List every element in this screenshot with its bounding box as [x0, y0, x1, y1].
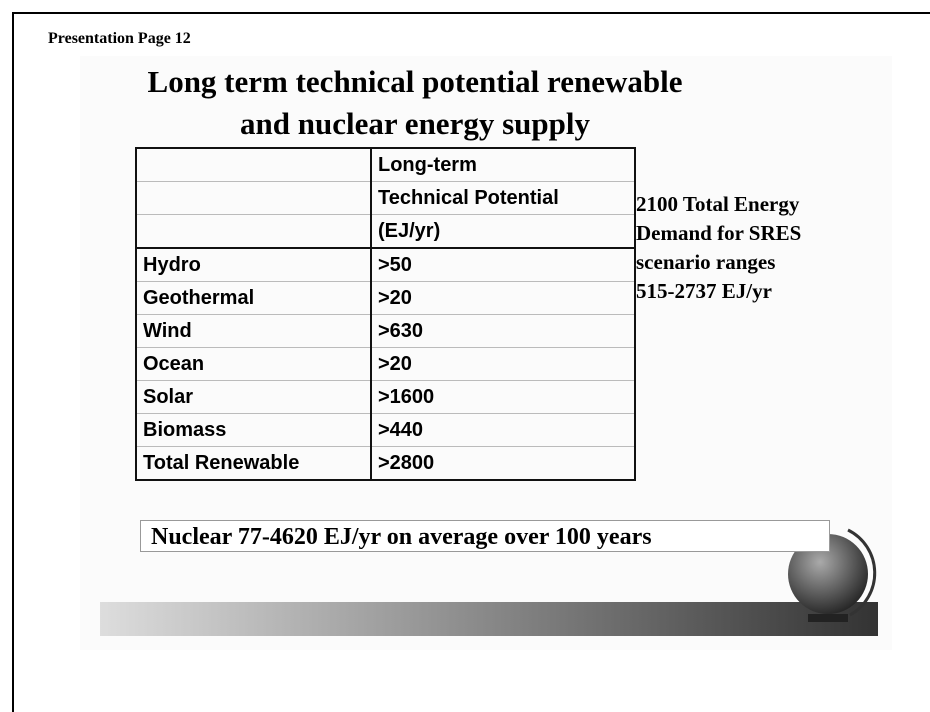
globe-stand [808, 614, 848, 622]
nuclear-box: Nuclear 77-4620 EJ/yr on average over 10… [140, 520, 830, 552]
page: Presentation Page 12 Long term technical… [0, 0, 930, 680]
decoration [0, 0, 930, 680]
footer-bar [100, 602, 878, 636]
